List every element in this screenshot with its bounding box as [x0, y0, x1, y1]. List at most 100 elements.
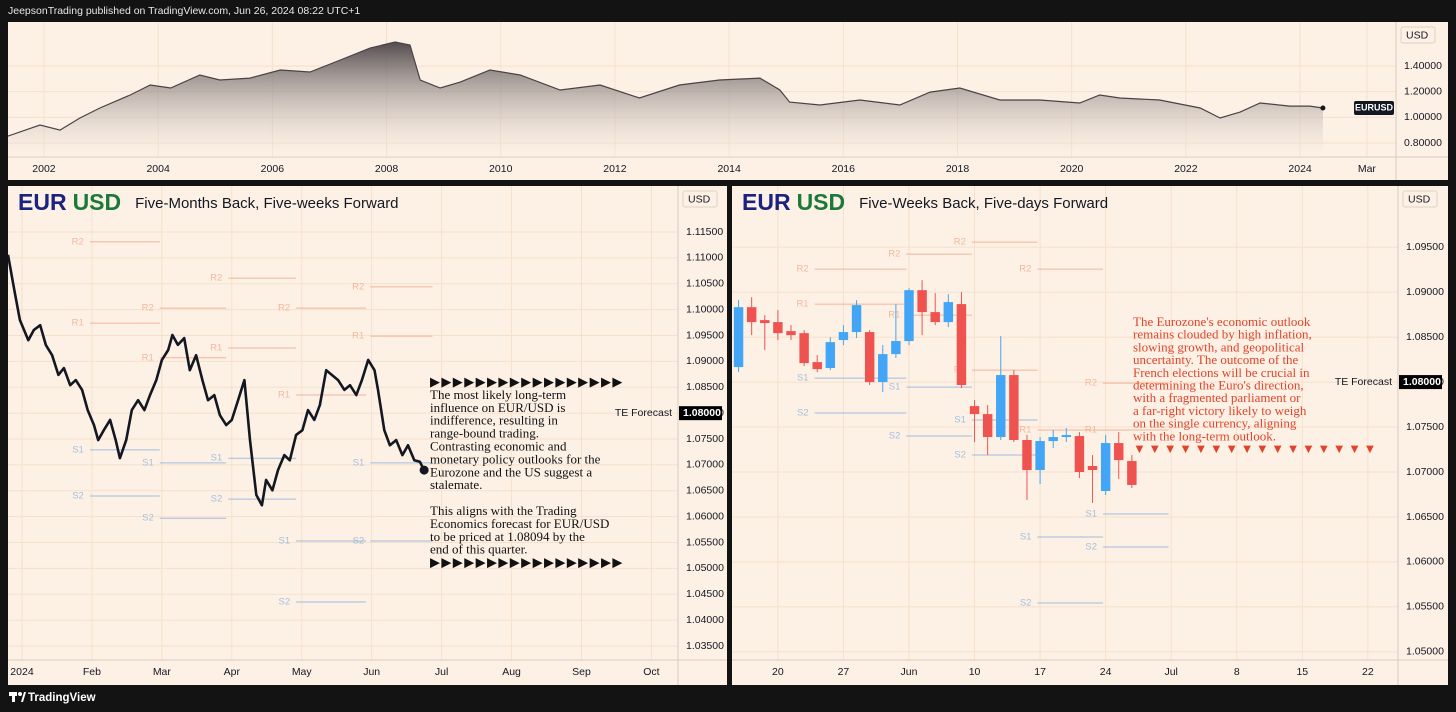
annotation-line: Contrasting economic and	[430, 438, 567, 453]
annotation-line: The most likely long-term	[430, 387, 566, 402]
annotation-line: French elections will be crucial in	[1133, 365, 1310, 380]
pivot-label: R1	[1019, 425, 1031, 436]
x-tick-label: 24	[1100, 666, 1112, 678]
annotation-line: determining the Euro's direction,	[1133, 377, 1304, 392]
pivot-label: S2	[1020, 597, 1032, 608]
y-tick-label: 1.09000	[1406, 286, 1444, 298]
y-tick-label: 1.07000	[686, 459, 724, 471]
x-tick-label: Mar	[153, 666, 172, 678]
x-tick-label: 2014	[717, 163, 741, 175]
pivot-label: R2	[278, 303, 290, 314]
y-tick-label: 0.80000	[1404, 137, 1442, 149]
x-tick-label: Jun	[901, 666, 918, 678]
y-tick-label: 1.05500	[686, 536, 724, 548]
y-tick-label: 1.07000	[1406, 466, 1444, 478]
x-tick-label: Feb	[83, 666, 101, 678]
annotation-line: stalemate.	[430, 477, 482, 492]
pivot-label: S2	[1085, 541, 1097, 552]
y-tick-label: 1.04500	[686, 588, 724, 600]
candle-body	[799, 333, 809, 364]
chart-subtitle: Five-Months Back, Five-weeks Forward	[135, 195, 398, 212]
annotation-line: slowing growth, and geopolitical	[1133, 339, 1305, 354]
candle-body	[733, 307, 744, 368]
pivot-label: R1	[278, 390, 290, 401]
y-tick-label: 1.05500	[1406, 601, 1444, 613]
annotation-line: a far-right victory likely to weigh	[1133, 403, 1307, 418]
pivot-label: R2	[142, 303, 154, 314]
annotation-line: end of this quarter.	[430, 542, 527, 557]
y-tick-label: 1.06000	[686, 510, 724, 522]
pivot-label: S2	[797, 408, 809, 419]
y-tick-label: 1.06000	[1406, 556, 1444, 568]
price-line	[8, 254, 426, 507]
candle-body	[1061, 435, 1072, 438]
chart-panel: 1.05000 1.05500 1.06000 1.06500 1.07000 1.075…	[732, 186, 1448, 685]
pivot-label: R2	[1085, 378, 1097, 389]
annotation-line: Eurozone and the US suggest a	[430, 464, 592, 479]
pivot-label: R2	[210, 273, 222, 284]
pivot-label: R1	[796, 299, 808, 310]
x-tick-label: Sep	[572, 666, 591, 678]
candle-body	[1127, 461, 1137, 485]
y-tick-label: 1.20000	[1404, 85, 1442, 97]
x-tick-label: 2008	[375, 163, 399, 175]
annotation-line: to be priced at 1.08094 by the	[430, 529, 585, 544]
pivot-label: S1	[211, 453, 223, 464]
pivot-label: R2	[796, 264, 808, 275]
x-tick-label: 2022	[1174, 163, 1198, 175]
annotation-line: indifference, resulting in	[430, 413, 558, 428]
footer-brand: TradingView	[28, 692, 96, 704]
annotation-line: remains clouded by high inflation,	[1133, 327, 1312, 342]
pivot-label: S1	[889, 382, 901, 393]
x-tick-label: Apr	[224, 666, 241, 678]
candle-body	[760, 320, 770, 324]
forecast-label: TE Forecast	[615, 407, 672, 419]
forecast-value: 1.08000	[1403, 376, 1441, 388]
pivot-label: R1	[352, 331, 364, 342]
plot-area	[8, 41, 1326, 157]
candle-body	[917, 290, 927, 313]
candle-body	[1100, 443, 1111, 491]
candle-body	[864, 332, 875, 383]
unit-box	[1400, 26, 1436, 44]
candle-body	[956, 304, 967, 386]
annotation-line: range-bound trading.	[430, 426, 539, 441]
candle-body	[1009, 375, 1019, 440]
candle-body	[943, 302, 954, 323]
pivot-label: R2	[888, 249, 900, 260]
candle-body	[746, 307, 757, 323]
pivot-label: R2	[72, 236, 84, 247]
axis-unit: USD	[1408, 193, 1431, 205]
y-tick-label: 1.07500	[686, 433, 724, 445]
candle-body	[930, 312, 940, 323]
pivot-label: S2	[889, 431, 901, 442]
symbol-label: EURUSD	[1355, 102, 1394, 112]
x-tick-label: 2012	[603, 163, 627, 175]
x-tick-label: 10	[969, 666, 981, 678]
candle-body	[878, 354, 888, 383]
title-part: USD	[797, 189, 846, 215]
candle-body	[996, 375, 1006, 438]
pivot-label: S1	[279, 535, 291, 546]
x-tick-label: Jun	[363, 666, 380, 678]
y-tick-label: 1.05000	[1406, 646, 1444, 658]
area-line	[8, 41, 1323, 137]
annotation-arrows: ▶▶▶▶▶▶▶▶▶▶▶▶▶▶▶▶▶	[430, 374, 624, 389]
annotation-line: This aligns with the Trading	[430, 503, 577, 518]
y-tick-label: 1.40000	[1404, 60, 1442, 72]
annotation-line: monetary policy outlooks for the	[430, 451, 601, 466]
x-tick-label: 2002	[32, 163, 56, 175]
pivot-label: S1	[954, 415, 966, 426]
pivot-label: S2	[279, 597, 291, 608]
pivot-label: R1	[142, 352, 154, 363]
candle-body	[1048, 437, 1058, 442]
chart-panel: 0.80000 1.00000 1.20000 1.40000 2002 2004 2006…	[8, 22, 1448, 180]
x-tick-label: 2024	[10, 666, 34, 678]
area-fill	[8, 42, 1323, 157]
pivot-label: S1	[1085, 509, 1097, 520]
candle-body	[1114, 443, 1124, 461]
forecast-box	[679, 406, 722, 421]
